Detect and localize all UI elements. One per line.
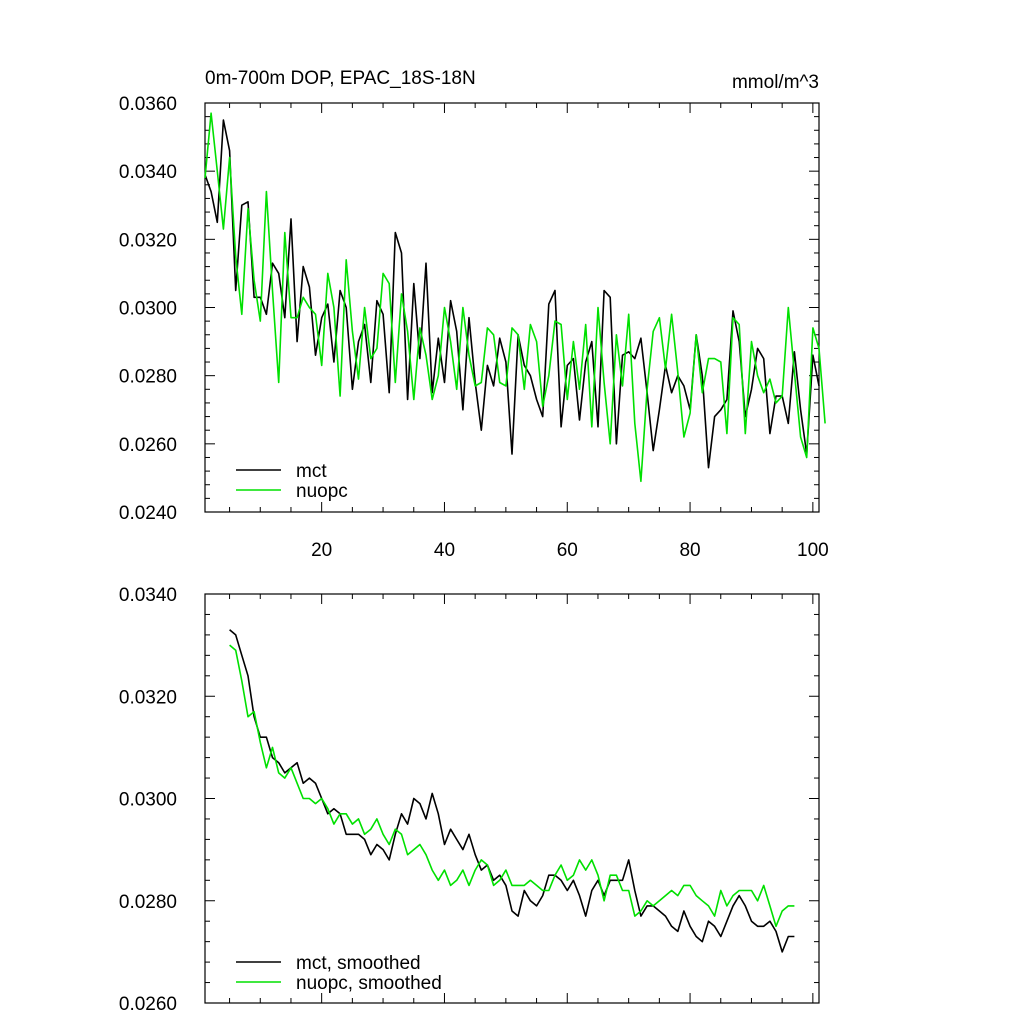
series-line-mct-smoothed [229,629,795,953]
series-line-mct [204,119,820,469]
bottom-panel: 0.0260 0.0280 0.0300 0.0320 0.0340 mct, smoo… [119,585,820,1015]
bottom-plot-frame [204,593,820,1004]
y-tick-label: 0.0340 [119,162,177,183]
y-tick-label: 0.0300 [119,299,177,320]
series-line-nuopc [204,112,826,483]
top-legend: mct nuopc [236,461,348,502]
top-axis-ticks: 0.0240 0.0260 0.0280 0.0300 0.0320 0.0340 0.03… [119,94,829,561]
y-tick-label: 0.0240 [119,503,177,524]
x-tick-label: 80 [679,540,700,561]
bottom-axis-ticks: 0.0260 0.0280 0.0300 0.0320 0.0340 [119,585,819,1015]
legend-label-mct-smoothed: mct, smoothed [296,953,421,974]
y-tick-label: 0.0280 [119,892,177,913]
y-tick-label: 0.0280 [119,367,177,388]
x-tick-label: 60 [557,540,578,561]
legend-label-nuopc-smoothed: nuopc, smoothed [296,973,442,994]
top-chart-title: 0m-700m DOP, EPAC_18S-18N [205,68,476,89]
legend-label-mct: mct [296,461,327,482]
bottom-legend: mct, smoothed nuopc, smoothed [236,953,442,994]
bottom-series-lines [229,629,795,953]
y-tick-label: 0.0320 [119,687,177,708]
top-chart-units: mmol/m^3 [732,72,819,93]
y-tick-label: 0.0260 [119,994,177,1015]
x-tick-label: 100 [797,540,829,561]
y-tick-label: 0.0260 [119,435,177,456]
series-line-nuopc-smoothed [229,644,795,928]
top-panel: 0m-700m DOP, EPAC_18S-18N mmol/m^3 0.024… [119,68,829,561]
y-tick-label: 0.0360 [119,94,177,115]
legend-label-nuopc: nuopc [296,481,348,502]
top-series-lines [204,112,826,483]
x-tick-label: 20 [311,540,332,561]
y-tick-label: 0.0300 [119,790,177,811]
y-tick-label: 0.0340 [119,585,177,606]
y-tick-label: 0.0320 [119,230,177,251]
x-tick-label: 40 [434,540,455,561]
